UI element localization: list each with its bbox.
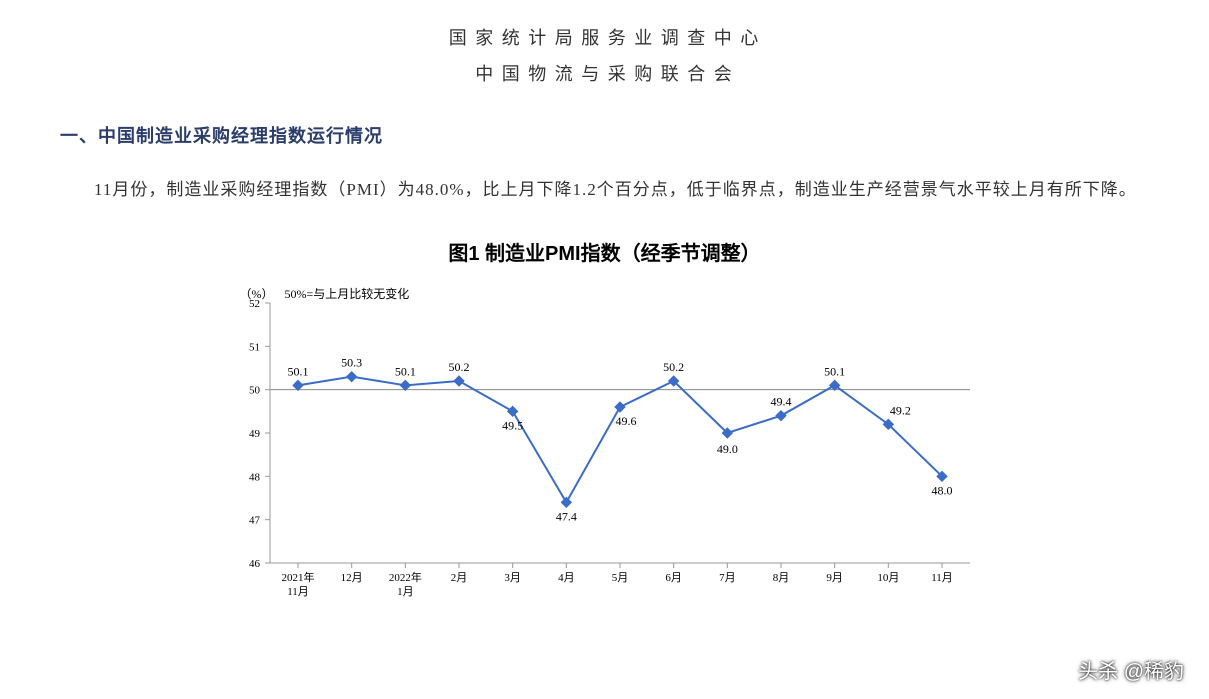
- svg-text:1月: 1月: [397, 586, 414, 598]
- svg-text:50.3: 50.3: [341, 356, 362, 370]
- svg-text:2月: 2月: [450, 572, 467, 584]
- svg-text:50.2: 50.2: [663, 360, 684, 374]
- y-axis-unit: （%）: [240, 285, 274, 302]
- chart-title: 图1 制造业PMI指数（经季节调整）: [60, 237, 1149, 266]
- svg-text:3月: 3月: [504, 572, 520, 584]
- svg-text:11月: 11月: [287, 586, 309, 598]
- svg-text:12月: 12月: [340, 572, 362, 584]
- svg-text:50: 50: [249, 385, 261, 397]
- svg-text:2021年: 2021年: [281, 570, 314, 584]
- section-title: 一、中国制造业采购经理指数运行情况: [60, 122, 1149, 148]
- svg-text:48.0: 48.0: [931, 483, 952, 497]
- svg-text:11月: 11月: [931, 572, 953, 584]
- chart-legend: 50%=与上月比较无变化: [285, 285, 410, 302]
- svg-text:48: 48: [249, 471, 261, 483]
- svg-text:50.2: 50.2: [448, 360, 469, 374]
- svg-text:4月: 4月: [558, 572, 575, 584]
- svg-text:46: 46: [249, 558, 261, 570]
- svg-text:50.1: 50.1: [394, 364, 415, 378]
- svg-text:5月: 5月: [611, 572, 628, 584]
- svg-text:47.4: 47.4: [555, 509, 576, 523]
- header-line-2: 中 国 物 流 与 采 购 联 合 会: [60, 56, 1149, 92]
- svg-text:8月: 8月: [772, 572, 789, 584]
- svg-text:49.2: 49.2: [889, 403, 910, 417]
- svg-text:7月: 7月: [719, 572, 736, 584]
- svg-text:50.1: 50.1: [287, 364, 308, 378]
- svg-text:50.1: 50.1: [824, 364, 845, 378]
- svg-text:49.6: 49.6: [615, 414, 636, 428]
- svg-text:10月: 10月: [877, 572, 899, 584]
- svg-text:6月: 6月: [665, 572, 682, 584]
- svg-text:2022年: 2022年: [388, 570, 421, 584]
- header-line-1: 国 家 统 计 局 服 务 业 调 查 中 心: [60, 20, 1149, 56]
- svg-text:51: 51: [249, 341, 260, 353]
- watermark: 头杀 @稀豹: [1078, 655, 1184, 684]
- svg-text:49.4: 49.4: [770, 395, 791, 409]
- chart-container: （%） 50%=与上月比较无变化 464748495051522021年11月1…: [215, 281, 995, 611]
- svg-text:49: 49: [249, 428, 261, 440]
- svg-text:49.5: 49.5: [502, 418, 523, 432]
- pmi-line-chart: 464748495051522021年11月12月2022年1月2月3月4月5月…: [215, 281, 995, 611]
- body-paragraph: 11月份，制造业采购经理指数（PMI）为48.0%，比上月下降1.2个百分点，低…: [60, 173, 1149, 207]
- svg-text:49.0: 49.0: [716, 442, 737, 456]
- svg-text:9月: 9月: [826, 572, 843, 584]
- svg-text:47: 47: [249, 515, 261, 527]
